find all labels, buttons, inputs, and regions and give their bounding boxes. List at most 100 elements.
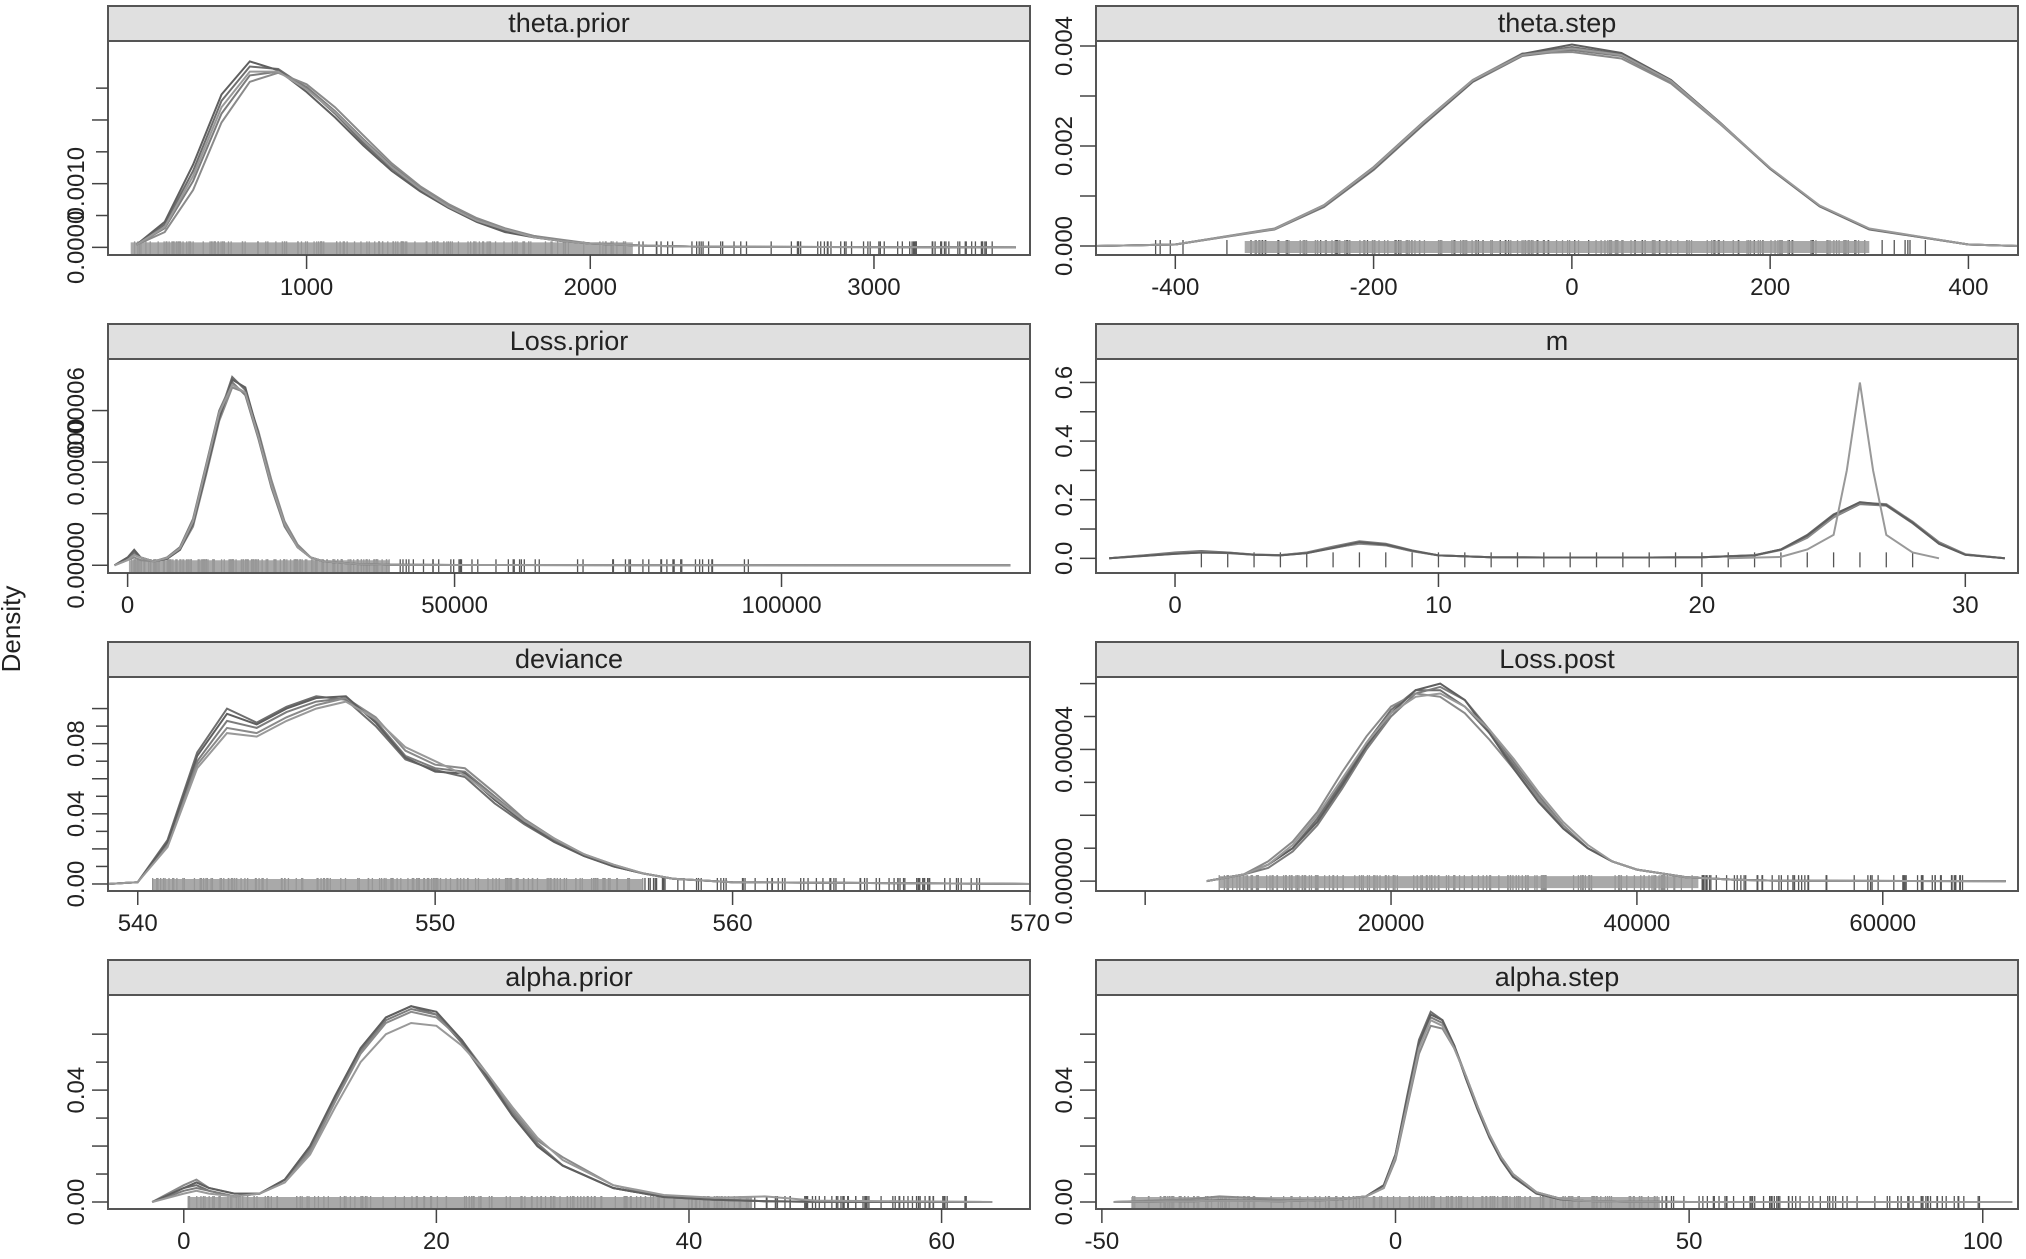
strip-title: alpha.step: [1495, 962, 1620, 992]
rug-band: [152, 878, 644, 891]
data-layer: [108, 695, 1030, 891]
y-axis: 0.00 0.04 0.08: [63, 707, 108, 908]
panel-frame: [107, 994, 1031, 1210]
density-line-5: [1113, 1018, 2013, 1203]
x-tick-label: 2000: [564, 274, 617, 301]
density-line-4: [151, 1005, 993, 1203]
x-tick-label: 40: [676, 1228, 703, 1255]
x-tick-label: 20: [423, 1228, 450, 1255]
panel-frame: [1095, 40, 2019, 256]
x-tick-label: 0: [1389, 1228, 1402, 1255]
density-line-5: [151, 1021, 993, 1203]
y-tick-label: 0.04: [63, 1067, 90, 1114]
y-tick-label: 0.04: [63, 790, 90, 837]
strip-title: Loss.prior: [510, 326, 629, 356]
y-tick-label: 0.00: [63, 1179, 90, 1226]
density-line-3: [1096, 50, 2018, 247]
x-axis: 1000 2000 3000: [280, 255, 901, 301]
y-tick-label: 0.002: [1051, 116, 1078, 176]
x-tick-label: 200: [1750, 274, 1790, 301]
data-layer: [1113, 1010, 2013, 1209]
density-line-1: [151, 1005, 993, 1203]
x-axis: -50 0 50 100: [1085, 1209, 2003, 1255]
y-tick-label: 0.00: [63, 861, 90, 908]
rug: [1200, 552, 1914, 568]
density-line-5: [1096, 47, 2018, 247]
rug-band: [1131, 1197, 1660, 1209]
data-layer: [1206, 682, 2006, 891]
density-line-1: [135, 65, 1016, 249]
density-line-5: [135, 70, 1016, 249]
y-tick-label: 0.4: [1051, 424, 1078, 457]
x-axis: 20000 40000 60000: [1144, 891, 1916, 937]
density-line-3: [151, 1010, 993, 1203]
strip-background: [1095, 323, 2019, 360]
x-axis: 0 10 20 30: [1168, 573, 1979, 619]
x-tick-label: 30: [1952, 592, 1979, 619]
panel-frame: [107, 358, 1031, 574]
y-tick-label: 0.6: [1051, 366, 1078, 399]
y-tick-label: 0.00000: [63, 522, 90, 609]
density-line-1: [1113, 1010, 2013, 1203]
panel-frame: [107, 40, 1031, 256]
rug-band: [1218, 876, 1699, 889]
density-line-4: [1113, 1013, 2013, 1203]
x-tick-label: 10: [1425, 592, 1452, 619]
density-line-1: [1096, 45, 2018, 247]
panel-Loss-post: Loss.post 20000 40000 60000 0.00000 0.00004: [1051, 641, 2019, 937]
y-tick-label: 0.0000: [63, 211, 90, 284]
x-tick-label: 20: [1689, 592, 1716, 619]
density-line-2: [1206, 685, 2006, 883]
density-line-2: [135, 70, 1016, 249]
x-axis: 540 550 560 570: [118, 891, 1050, 937]
panel-theta-step: theta.step -400 -200 0 200 400 0.000 0.002 0.004: [1051, 5, 2019, 301]
density-line-2: [1113, 1016, 2013, 1203]
density-line-4: [1109, 501, 2005, 560]
panel-frame: [1095, 994, 2019, 1210]
x-tick-label: -50: [1085, 1228, 1120, 1255]
density-line-2: [108, 696, 1030, 885]
density-line-2: [113, 380, 1011, 567]
y-tick-label: 0.004: [1051, 16, 1078, 76]
y-axis: 0.00 0.04: [63, 1033, 108, 1226]
panel-m: m 0 10 20 30 0.0 0.2 0.4 0.6: [1051, 323, 2019, 619]
strip-background: [1095, 5, 2019, 42]
y-axis: 0.00000 0.00004: [1051, 682, 1096, 925]
strip-title: alpha.prior: [505, 962, 633, 992]
y-tick-label: 0.0010: [63, 147, 90, 220]
x-axis: 0 20 40 60: [177, 1209, 955, 1255]
y-tick-label: 0.00000: [63, 419, 90, 506]
x-tick-label: 560: [713, 910, 753, 937]
strip-title: theta.prior: [508, 8, 630, 38]
density-line-2: [1109, 503, 2005, 560]
x-tick-label: 550: [415, 910, 455, 937]
strip-title: m: [1546, 326, 1569, 356]
x-tick-label: 40000: [1604, 910, 1671, 937]
panel-frame: [1095, 676, 2019, 892]
rug-band: [187, 1197, 753, 1209]
x-tick-label: 3000: [847, 274, 900, 301]
y-axis: 0.0 0.2 0.4 0.6: [1051, 366, 1096, 575]
x-tick-label: 0: [121, 592, 134, 619]
density-line-5: [1206, 692, 2006, 883]
density-line-4: [1206, 682, 2006, 883]
rug: [130, 241, 993, 255]
x-tick-label: 1000: [280, 274, 333, 301]
y-tick-label: 0.000: [1051, 216, 1078, 276]
y-tick-label: 0.2: [1051, 483, 1078, 516]
strip-title: Loss.post: [1499, 644, 1615, 674]
x-tick-label: 20000: [1358, 910, 1425, 937]
panel-frame: [107, 676, 1031, 892]
density-line-2: [1096, 48, 2018, 247]
x-tick-label: 100000: [741, 592, 821, 619]
density-line-1: [1109, 501, 2005, 560]
density-line-3: [1113, 1024, 2013, 1203]
density-line-5: [114, 383, 1011, 567]
data-layer: [113, 375, 1011, 573]
y-tick-label: 0.00004: [1051, 706, 1078, 793]
panel-alpha-step: alpha.step -50 0 50 100 0.00 0.04: [1051, 959, 2019, 1255]
